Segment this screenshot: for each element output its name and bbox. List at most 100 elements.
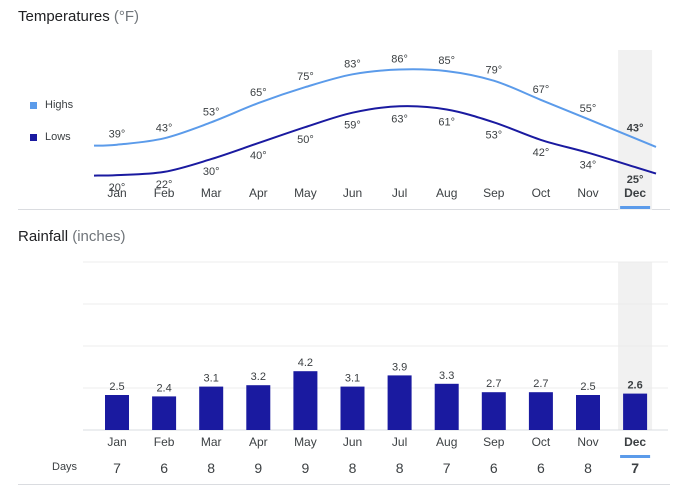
legend-highs-label: Highs <box>45 99 74 111</box>
rainfall-value-jun: 3.1 <box>345 373 360 385</box>
rainfall-bar-dec[interactable] <box>623 393 648 430</box>
temperature-section-divider <box>18 209 670 210</box>
rainfall-month-jan[interactable]: Jan <box>107 435 126 449</box>
rainfall-value-sep: 2.7 <box>486 378 501 390</box>
temperature-label-highs-sep: 79° <box>485 65 502 77</box>
rainfall-month-oct[interactable]: Oct <box>532 435 551 449</box>
rainfall-bar-mar[interactable] <box>199 386 224 430</box>
rainfall-value-jan: 2.5 <box>109 381 124 393</box>
rain-days-nov: 8 <box>584 460 592 476</box>
rain-days-jan: 7 <box>113 460 121 476</box>
rainfall-month-aug[interactable]: Aug <box>436 435 457 449</box>
rainfall-month-may[interactable]: May <box>294 435 317 449</box>
temperature-label-lows-nov: 34° <box>580 160 597 172</box>
temperature-month-sep[interactable]: Sep <box>483 186 505 200</box>
rainfall-value-dec: 2.6 <box>627 380 642 392</box>
temperature-label-highs-jun: 83° <box>344 58 361 70</box>
rain-days-may: 9 <box>302 460 310 476</box>
temperature-month-aug[interactable]: Aug <box>436 186 457 200</box>
rainfall-month-dec[interactable]: Dec <box>624 435 646 449</box>
rainfall-bar-jul[interactable] <box>387 375 412 430</box>
temperature-label-lows-may: 50° <box>297 134 314 146</box>
rainfall-month-feb[interactable]: Feb <box>154 435 175 449</box>
rainfall-value-oct: 2.7 <box>533 378 548 390</box>
rainfall-bar-may[interactable] <box>293 371 318 430</box>
temperature-label-highs-dec: 43° <box>627 122 644 134</box>
temperature-label-lows-feb: 22° <box>156 179 173 191</box>
days-row-label: Days <box>52 461 78 473</box>
legend-lows: Lows <box>30 131 71 143</box>
rainfall-month-sep[interactable]: Sep <box>483 435 505 449</box>
temperature-label-highs-aug: 85° <box>438 55 455 67</box>
rainfall-value-mar: 3.1 <box>204 373 219 385</box>
rain-days-jun: 8 <box>349 460 357 476</box>
rainfall-bar-oct[interactable] <box>528 392 553 430</box>
rain-days-oct: 6 <box>537 460 545 476</box>
temperature-label-highs-jul: 86° <box>391 54 408 66</box>
rainfall-bar-feb[interactable] <box>152 396 177 430</box>
temperature-month-jan[interactable]: Jan <box>107 186 126 200</box>
temperatures-title: Temperatures (°F) <box>18 8 139 25</box>
rainfall-month-nov[interactable]: Nov <box>577 435 598 449</box>
temperature-month-jul[interactable]: Jul <box>392 186 407 200</box>
temperature-label-highs-nov: 55° <box>580 103 597 115</box>
temperature-line-highs <box>93 68 657 148</box>
rainfall-value-nov: 2.5 <box>580 381 595 393</box>
rainfall-bar-apr[interactable] <box>246 385 271 430</box>
rainfall-month-jul[interactable]: Jul <box>392 435 407 449</box>
rainfall-unit: (inches) <box>72 228 126 245</box>
rainfall-bar-jun[interactable] <box>340 386 365 430</box>
legend-highs: Highs <box>30 99 73 111</box>
temperature-label-highs-apr: 65° <box>250 87 267 99</box>
temperature-month-feb[interactable]: Feb <box>154 186 175 200</box>
temperature-label-highs-mar: 53° <box>203 106 220 118</box>
temperature-label-lows-oct: 42° <box>533 147 550 159</box>
rainfall-bar-aug[interactable] <box>434 383 459 430</box>
rainfall-bar-jan[interactable] <box>105 395 129 430</box>
rain-days-feb: 6 <box>160 460 168 476</box>
rain-days-sep: 6 <box>490 460 498 476</box>
rain-days-dec: 7 <box>631 460 639 476</box>
legend-highs-swatch <box>30 101 37 109</box>
temperature-selected-indicator <box>620 206 651 209</box>
rain-days-mar: 8 <box>207 460 215 476</box>
temperature-month-nov[interactable]: Nov <box>577 186 598 200</box>
rainfall-month-mar[interactable]: Mar <box>201 435 222 449</box>
rainfall-month-apr[interactable]: Apr <box>249 435 268 449</box>
temperature-label-highs-may: 75° <box>297 71 314 83</box>
temperature-month-dec[interactable]: Dec <box>624 186 646 200</box>
temperature-month-jun[interactable]: Jun <box>343 186 362 200</box>
rain-days-jul: 8 <box>396 460 404 476</box>
temperature-highlight-column <box>618 50 653 210</box>
temperature-label-lows-apr: 40° <box>250 150 267 162</box>
rainfall-bar-sep[interactable] <box>481 392 506 430</box>
temperature-label-lows-dec: 25° <box>627 174 644 186</box>
temperature-label-lows-mar: 30° <box>203 166 220 178</box>
temperature-month-oct[interactable]: Oct <box>532 186 551 200</box>
temperature-line-lows <box>93 105 657 177</box>
rainfall-value-aug: 3.3 <box>439 370 454 382</box>
days-section-divider <box>18 484 670 485</box>
rain-days-aug: 7 <box>443 460 451 476</box>
temperature-month-may[interactable]: May <box>294 186 317 200</box>
temperature-label-highs-jan: 39° <box>109 129 126 141</box>
rainfall-value-jul: 3.9 <box>392 361 407 373</box>
rainfall-value-feb: 2.4 <box>156 382 171 394</box>
rainfall-title-text: Rainfall <box>18 228 69 245</box>
rainfall-selected-indicator <box>620 455 651 458</box>
temperature-month-mar[interactable]: Mar <box>201 186 222 200</box>
legend-lows-label: Lows <box>45 131 71 143</box>
temperature-month-apr[interactable]: Apr <box>249 186 268 200</box>
rainfall-value-may: 4.2 <box>298 357 313 369</box>
temperature-label-lows-jul: 63° <box>391 113 408 125</box>
rainfall-month-jun[interactable]: Jun <box>343 435 362 449</box>
temperature-label-highs-feb: 43° <box>156 122 173 134</box>
temperature-label-lows-jan: 20° <box>109 182 126 194</box>
temperature-label-lows-jun: 59° <box>344 120 361 132</box>
rainfall-bar-nov[interactable] <box>576 395 600 430</box>
temperature-label-lows-sep: 53° <box>485 129 502 141</box>
temperatures-unit: (°F) <box>113 8 140 25</box>
rainfall-value-apr: 3.2 <box>251 371 266 383</box>
temperature-label-lows-aug: 61° <box>438 117 455 129</box>
